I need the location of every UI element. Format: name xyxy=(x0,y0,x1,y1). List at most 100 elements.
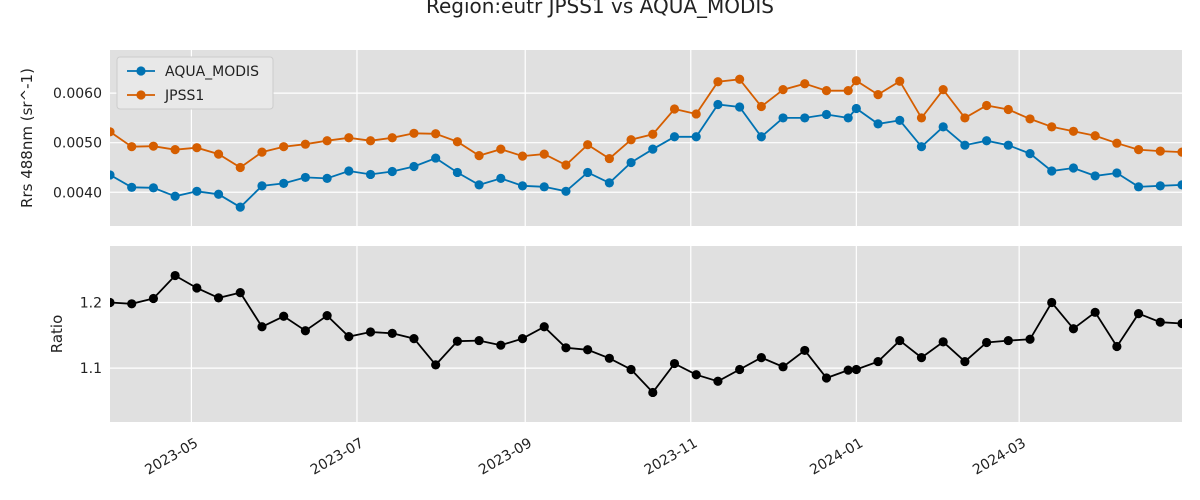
ratio-point xyxy=(1090,307,1100,317)
ratio-point xyxy=(365,327,376,337)
jpss1-point xyxy=(452,137,462,147)
ratio-point xyxy=(938,337,948,347)
jpss1-point xyxy=(257,147,267,157)
aqua-modis-point xyxy=(1047,166,1057,176)
aqua-modis-point xyxy=(895,115,905,125)
ratio-point xyxy=(170,270,180,281)
ratio-point xyxy=(713,376,723,386)
jpss1-point xyxy=(110,127,115,137)
aqua-modis-point xyxy=(916,142,927,152)
ratio-point xyxy=(257,322,267,332)
ratio-y-axis-label: Ratio xyxy=(48,315,66,354)
x-tick-label: 2023-11 xyxy=(642,435,701,478)
ratio-point xyxy=(1047,297,1057,308)
aqua-modis-point xyxy=(387,166,397,177)
aqua-modis-point xyxy=(409,161,419,172)
ratio-point xyxy=(800,345,810,356)
jpss1-point xyxy=(496,144,506,154)
jpss1-point xyxy=(895,76,905,86)
aqua-modis-point xyxy=(669,132,680,142)
aqua-modis-point xyxy=(981,136,992,146)
ratio-point xyxy=(691,370,701,380)
ratio-series-group xyxy=(110,270,1182,398)
x-tick-label: 2023-05 xyxy=(142,435,201,478)
ratio-point xyxy=(409,333,419,344)
ratio-point xyxy=(452,336,462,346)
ratio-point xyxy=(127,299,137,309)
aqua-modis-point xyxy=(648,144,658,154)
ratio-point xyxy=(1155,317,1165,327)
jpss1-point xyxy=(539,149,549,159)
aqua-modis-point xyxy=(691,132,701,142)
rrs-y-tick-label: 0.0060 xyxy=(53,86,102,102)
ratio-point xyxy=(1177,318,1182,329)
aqua-modis-point xyxy=(626,157,636,168)
jpss1-point xyxy=(1177,147,1182,157)
ratio-point xyxy=(648,387,658,398)
aqua-modis-point xyxy=(1155,181,1165,191)
jpss1-point xyxy=(474,151,484,161)
jpss1-point xyxy=(691,109,701,119)
aqua-modis-point xyxy=(192,186,202,196)
x-axis-ticks: 2023-05 2023-07 2023-09 2023-11 2024-01 2024-… xyxy=(142,435,1028,478)
aqua-modis-point xyxy=(1133,182,1144,192)
jpss1-point xyxy=(1112,138,1122,148)
aqua-modis-point xyxy=(474,180,484,190)
ratio-point xyxy=(735,364,745,375)
rrs-y-tick-label: 0.0040 xyxy=(53,185,102,201)
aqua-modis-point xyxy=(1025,149,1035,159)
aqua-modis-point xyxy=(800,113,810,123)
ratio-y-tick-label: 1.1 xyxy=(80,361,102,377)
jpss1-point xyxy=(981,100,992,111)
jpss1-point xyxy=(626,135,636,145)
legend-aqua-modis-label: AQUA_MODIS xyxy=(165,64,259,80)
jpss1-point xyxy=(517,151,528,161)
ratio-point xyxy=(192,283,202,293)
aqua-modis-point xyxy=(1090,171,1100,181)
aqua-modis-point xyxy=(604,178,614,188)
aqua-modis-point xyxy=(821,109,832,120)
ratio-point xyxy=(960,356,970,367)
bottom-panel-ratio: 1.1 1.2 Ratio xyxy=(48,246,1182,422)
aqua-modis-point xyxy=(110,170,115,180)
ratio-point xyxy=(843,365,853,375)
jpss1-point xyxy=(213,149,224,159)
jpss1-point xyxy=(873,90,883,100)
jpss1-point xyxy=(1003,104,1013,115)
jpss1-point xyxy=(778,85,788,95)
ratio-point xyxy=(851,364,861,375)
ratio-point xyxy=(1003,335,1013,346)
ratio-point xyxy=(517,333,528,344)
jpss1-point xyxy=(756,101,766,112)
jpss1-point xyxy=(669,104,680,114)
jpss1-point xyxy=(1155,146,1165,156)
aqua-modis-point xyxy=(735,102,745,112)
aqua-modis-point xyxy=(127,182,137,192)
ratio-point xyxy=(1068,324,1079,334)
x-tick-label: 2024-03 xyxy=(970,435,1029,478)
ratio-point xyxy=(561,343,571,353)
ratio-point xyxy=(1025,334,1035,344)
aqua-modis-point xyxy=(300,172,311,183)
aqua-modis-point xyxy=(1112,168,1122,178)
aqua-modis-point xyxy=(583,167,593,178)
aqua-modis-point xyxy=(496,173,506,184)
jpss1-point xyxy=(604,153,614,164)
jpss1-point xyxy=(387,133,397,143)
aqua-modis-point xyxy=(148,183,159,193)
aqua-modis-point xyxy=(279,178,289,188)
aqua-modis-point xyxy=(365,169,376,180)
aqua-modis-point xyxy=(452,167,462,178)
x-tick-label: 2024-01 xyxy=(807,435,866,478)
ratio-point xyxy=(322,311,332,321)
jpss1-point xyxy=(800,79,810,89)
aqua-modis-point xyxy=(213,189,224,199)
rrs-y-tick-label: 0.0050 xyxy=(53,136,102,152)
ratio-point xyxy=(300,326,311,336)
aqua-modis-point xyxy=(517,181,528,191)
jpss1-point xyxy=(127,142,137,152)
ratio-point xyxy=(604,353,614,363)
jpss1-point xyxy=(279,142,289,152)
